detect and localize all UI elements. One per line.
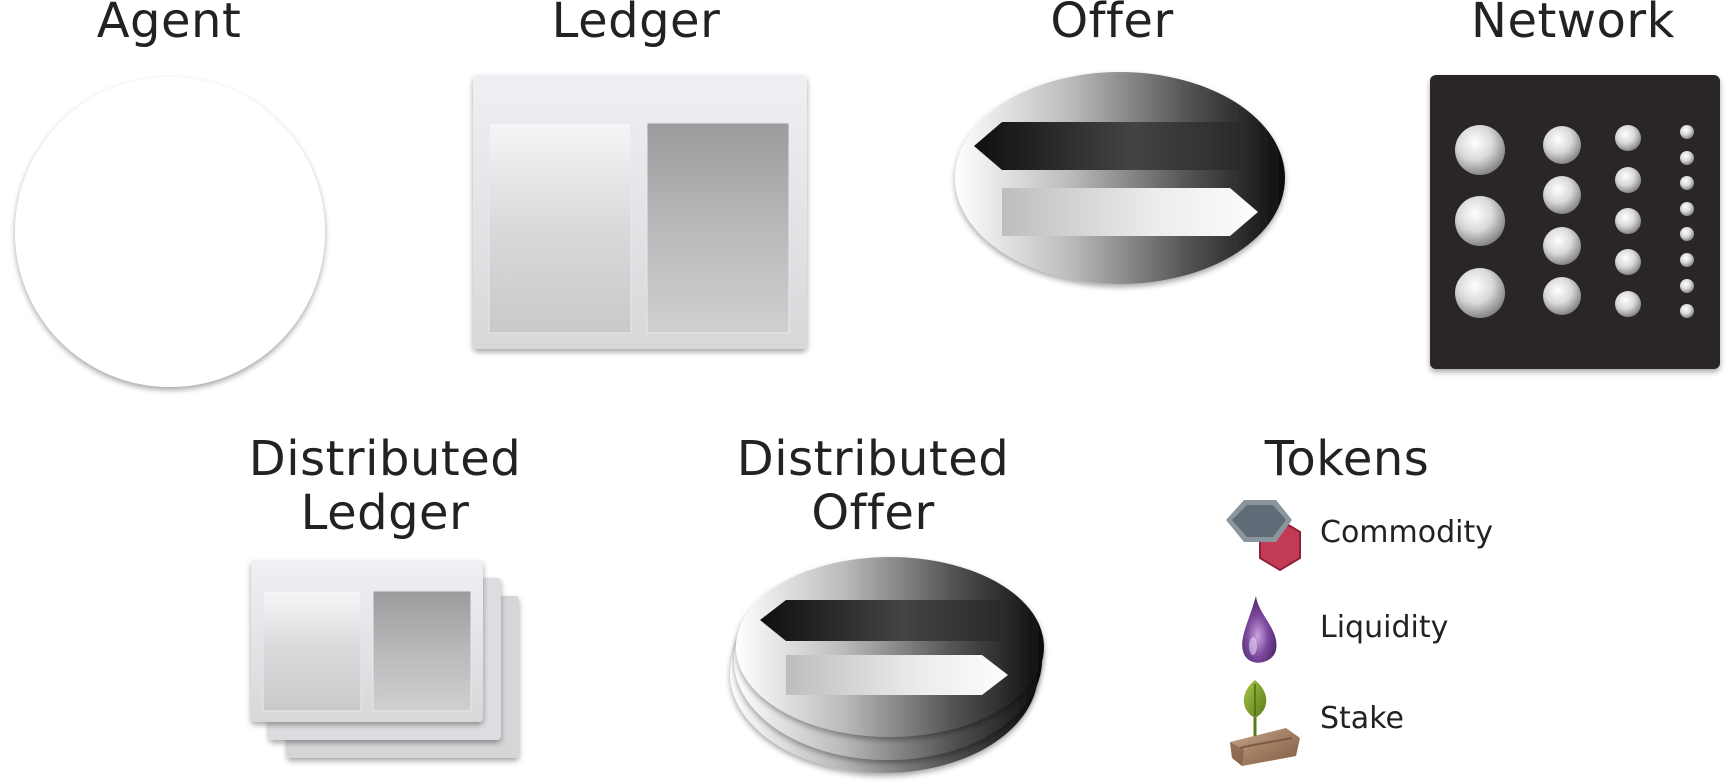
commodity-label: Commodity: [1320, 515, 1493, 550]
distributed-offer-title-line1: Distributed: [736, 431, 1010, 487]
distributed-ledger-title-line1: Distributed: [248, 431, 522, 487]
agent-circle: [15, 77, 325, 387]
agent-title: Agent: [96, 0, 242, 49]
ledger-title: Ledger: [551, 0, 721, 49]
distributed-ledger-icon: [251, 560, 519, 758]
stake-label: Stake: [1320, 701, 1404, 736]
ledger-icon: [473, 75, 807, 349]
hexagon-pair-icon: [1226, 500, 1301, 572]
offer-title: Offer: [1050, 0, 1174, 49]
network-nodes: [1455, 125, 1694, 318]
network-title: Network: [1471, 0, 1675, 49]
distributed-offer-title: Distributed Offer: [718, 432, 1028, 540]
liquidity-label: Liquidity: [1320, 610, 1449, 645]
sprout-on-wood-icon: [1230, 680, 1300, 766]
droplet-icon: [1242, 596, 1277, 663]
network-icon: [1430, 75, 1720, 369]
distributed-offer-icon: [730, 557, 1044, 773]
distributed-offer-title-line2: Offer: [811, 485, 935, 541]
tokens-title: Tokens: [1264, 431, 1430, 487]
distributed-ledger-title-line2: Ledger: [300, 485, 470, 541]
distributed-ledger-title: Distributed Ledger: [230, 432, 540, 540]
offer-icon: [955, 72, 1285, 284]
